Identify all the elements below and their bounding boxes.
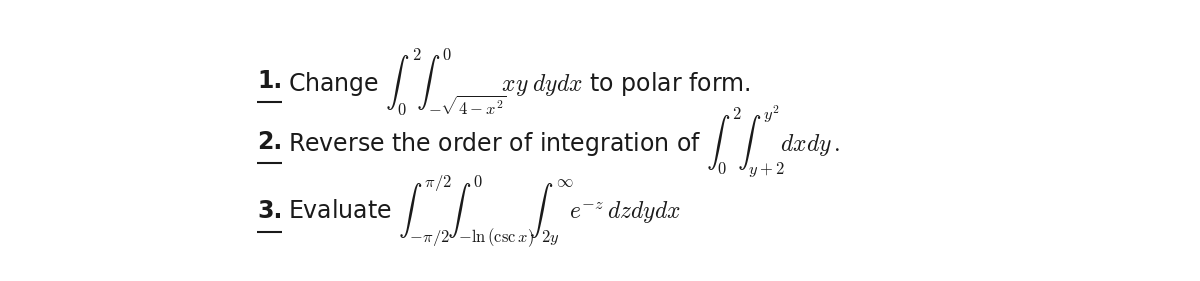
Text: 1.: 1. [257,69,282,93]
Text: Reverse the order of integration of $\int_0^{2}\!\int_{y+2}^{y^2}\! dxdy\,.$: Reverse the order of integration of $\in… [288,104,840,180]
Text: 3.: 3. [257,199,282,223]
Text: 2.: 2. [257,130,282,154]
Text: Change $\int_0^{2}\!\int_{-\sqrt{4-x^2}}^{0}\! xy\; dydx$ to polar form.: Change $\int_0^{2}\!\int_{-\sqrt{4-x^2}}… [288,46,750,117]
Text: Evaluate $\int_{-\pi/2}^{\pi/2}\!\int_{-\mathrm{ln}\,(\mathrm{csc}\,x)}^{0}\!\in: Evaluate $\int_{-\pi/2}^{\pi/2}\!\int_{-… [288,173,680,250]
